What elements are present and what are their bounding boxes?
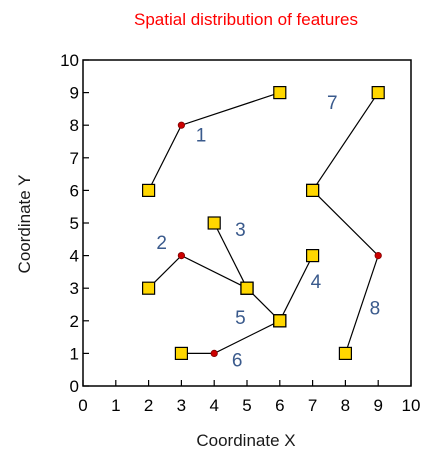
endpoint-marker — [338, 346, 352, 360]
endpoint-marker — [174, 346, 188, 360]
feature-labels: 1 2 3 4 5 6 7 8 — [156, 93, 380, 372]
feature-label-4: 4 — [311, 272, 322, 293]
feature-line-8 — [312, 189, 379, 354]
endpoint-marker — [371, 85, 385, 100]
endpoint-marker — [142, 183, 156, 197]
feature-line-2 — [148, 254, 248, 289]
x-tick-label: 3 — [177, 396, 186, 415]
endpoint-marker — [142, 281, 156, 295]
feature-line-6 — [181, 320, 281, 354]
y-tick-label: 3 — [70, 279, 79, 298]
vertex-point — [177, 121, 185, 129]
y-tick-label: 4 — [70, 247, 79, 266]
x-tick-label: 0 — [78, 396, 87, 415]
y-tick-label: 7 — [70, 149, 79, 168]
feature-label-2: 2 — [156, 233, 167, 254]
y-tick-label: 0 — [70, 377, 79, 396]
feature-line-3 — [213, 222, 248, 289]
y-tick-label: 1 — [70, 344, 79, 363]
x-tick-label: 2 — [144, 396, 153, 415]
y-tick-label: 8 — [70, 116, 79, 135]
y-tick-label: 2 — [70, 312, 79, 331]
vertex-point — [374, 252, 382, 260]
feature-markers — [142, 85, 385, 360]
chart-title: Spatial distribution of features — [134, 10, 358, 29]
feature-line-1 — [148, 92, 280, 191]
endpoint-marker — [273, 314, 287, 328]
y-tick-label: 10 — [60, 51, 79, 70]
x-tick-label: 1 — [111, 396, 120, 415]
y-axis-title: Coordinate Y — [15, 175, 34, 274]
x-axis-title: Coordinate X — [196, 431, 295, 450]
feature-label-6: 6 — [232, 350, 243, 371]
y-tick-label: 5 — [70, 214, 79, 233]
axis-ticks: 0 1 2 3 4 5 6 7 8 9 10 0 1 2 3 4 5 6 7 8 9 10 — [60, 51, 420, 415]
y-tick-label: 9 — [70, 84, 79, 103]
endpoint-marker — [207, 216, 221, 230]
endpoint-marker — [273, 85, 287, 100]
x-tick-label: 9 — [373, 396, 382, 415]
endpoint-marker — [306, 183, 320, 197]
x-tick-label: 5 — [242, 396, 251, 415]
feature-lines — [148, 92, 379, 354]
vertex-point — [210, 349, 218, 357]
feature-label-8: 8 — [370, 298, 381, 319]
feature-line-4 — [279, 255, 314, 322]
feature-label-7: 7 — [327, 93, 338, 114]
x-tick-label: 7 — [308, 396, 317, 415]
x-tick-label: 4 — [209, 396, 218, 415]
x-tick-label: 8 — [341, 396, 350, 415]
vertex-point — [177, 252, 185, 260]
feature-label-1: 1 — [196, 126, 207, 147]
feature-line-7 — [312, 92, 379, 191]
x-tick-label: 10 — [402, 396, 421, 415]
feature-label-3: 3 — [235, 220, 246, 241]
feature-label-5: 5 — [235, 308, 246, 329]
x-tick-label: 6 — [275, 396, 284, 415]
endpoint-marker — [240, 281, 254, 295]
y-tick-label: 6 — [70, 181, 79, 200]
endpoint-marker — [306, 249, 320, 263]
